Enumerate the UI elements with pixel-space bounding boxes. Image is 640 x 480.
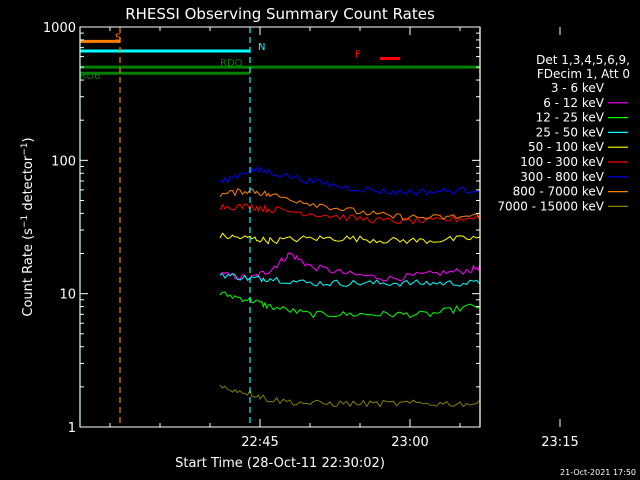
flag-label: RD6 (79, 71, 100, 82)
flag-label: N (258, 42, 265, 53)
chart-title: RHESSI Observing Summary Count Rates (125, 5, 435, 23)
chart-title-group: RHESSI Observing Summary Count Rates (125, 5, 435, 23)
flag-bars: S N F RDO RD6 (79, 32, 480, 82)
x-tick-label: 23:15 (541, 435, 578, 450)
x-tick-label: 23:00 (391, 435, 428, 450)
flag-label: F (355, 50, 361, 61)
generated-timestamp: 21-Oct-2021 17:50 (560, 468, 636, 477)
series-line-6 (219, 136, 481, 229)
legend-label: 50 - 100 keV (528, 140, 605, 154)
legend-header-line-2: FDecim 1, Att 0 (537, 67, 630, 81)
series-line-9 (219, 384, 481, 411)
vertical-markers (79, 27, 481, 427)
legend-label: 800 - 7000 keV (513, 185, 605, 199)
legend-label: 7000 - 15000 keV (497, 199, 604, 213)
plot-frame (79, 26, 481, 428)
y-axis-label: Count Rate (s−1 detector−1) (20, 137, 36, 316)
y-tick-label: 1 (68, 421, 76, 436)
series-line-4 (219, 273, 481, 303)
x-axis-label: Start Time (28-Oct-11 22:30:02) (175, 456, 385, 471)
y-tick-label: 1000 (43, 21, 76, 36)
y-tick-label: 100 (51, 154, 76, 169)
y-axis-label-c: ) (21, 137, 36, 142)
y-axis-label-a: Count Rate (s (21, 228, 36, 317)
legend: Det 1,3,4,5,6,9, FDecim 1, Att 0 3 - 6 k… (497, 53, 630, 213)
legend-header-line-1: Det 1,3,4,5,6,9, (536, 53, 630, 67)
flag-label: S (115, 32, 121, 43)
x-tick-label: 22:45 (241, 435, 278, 450)
legend-label: 12 - 25 keV (536, 111, 605, 125)
legend-label: 300 - 800 keV (520, 170, 604, 184)
y-tick-label: 10 (59, 288, 76, 303)
series-line-7 (219, 145, 481, 216)
legend-label: 25 - 50 keV (536, 125, 605, 139)
legend-label: 100 - 300 keV (520, 155, 604, 169)
y-axis-label-exp1: −1 (20, 215, 30, 228)
y-axis-ticks: 1 10 100 1000 (43, 21, 480, 436)
series-line-3 (219, 291, 481, 319)
y-axis-label-exp2: −1 (20, 142, 30, 155)
legend-label: 6 - 12 keV (543, 96, 605, 110)
legend-label: 3 - 6 keV (551, 81, 605, 95)
flag-label: RDO (220, 58, 243, 69)
y-axis-label-b: detector (21, 155, 36, 215)
series-lines (219, 136, 481, 411)
